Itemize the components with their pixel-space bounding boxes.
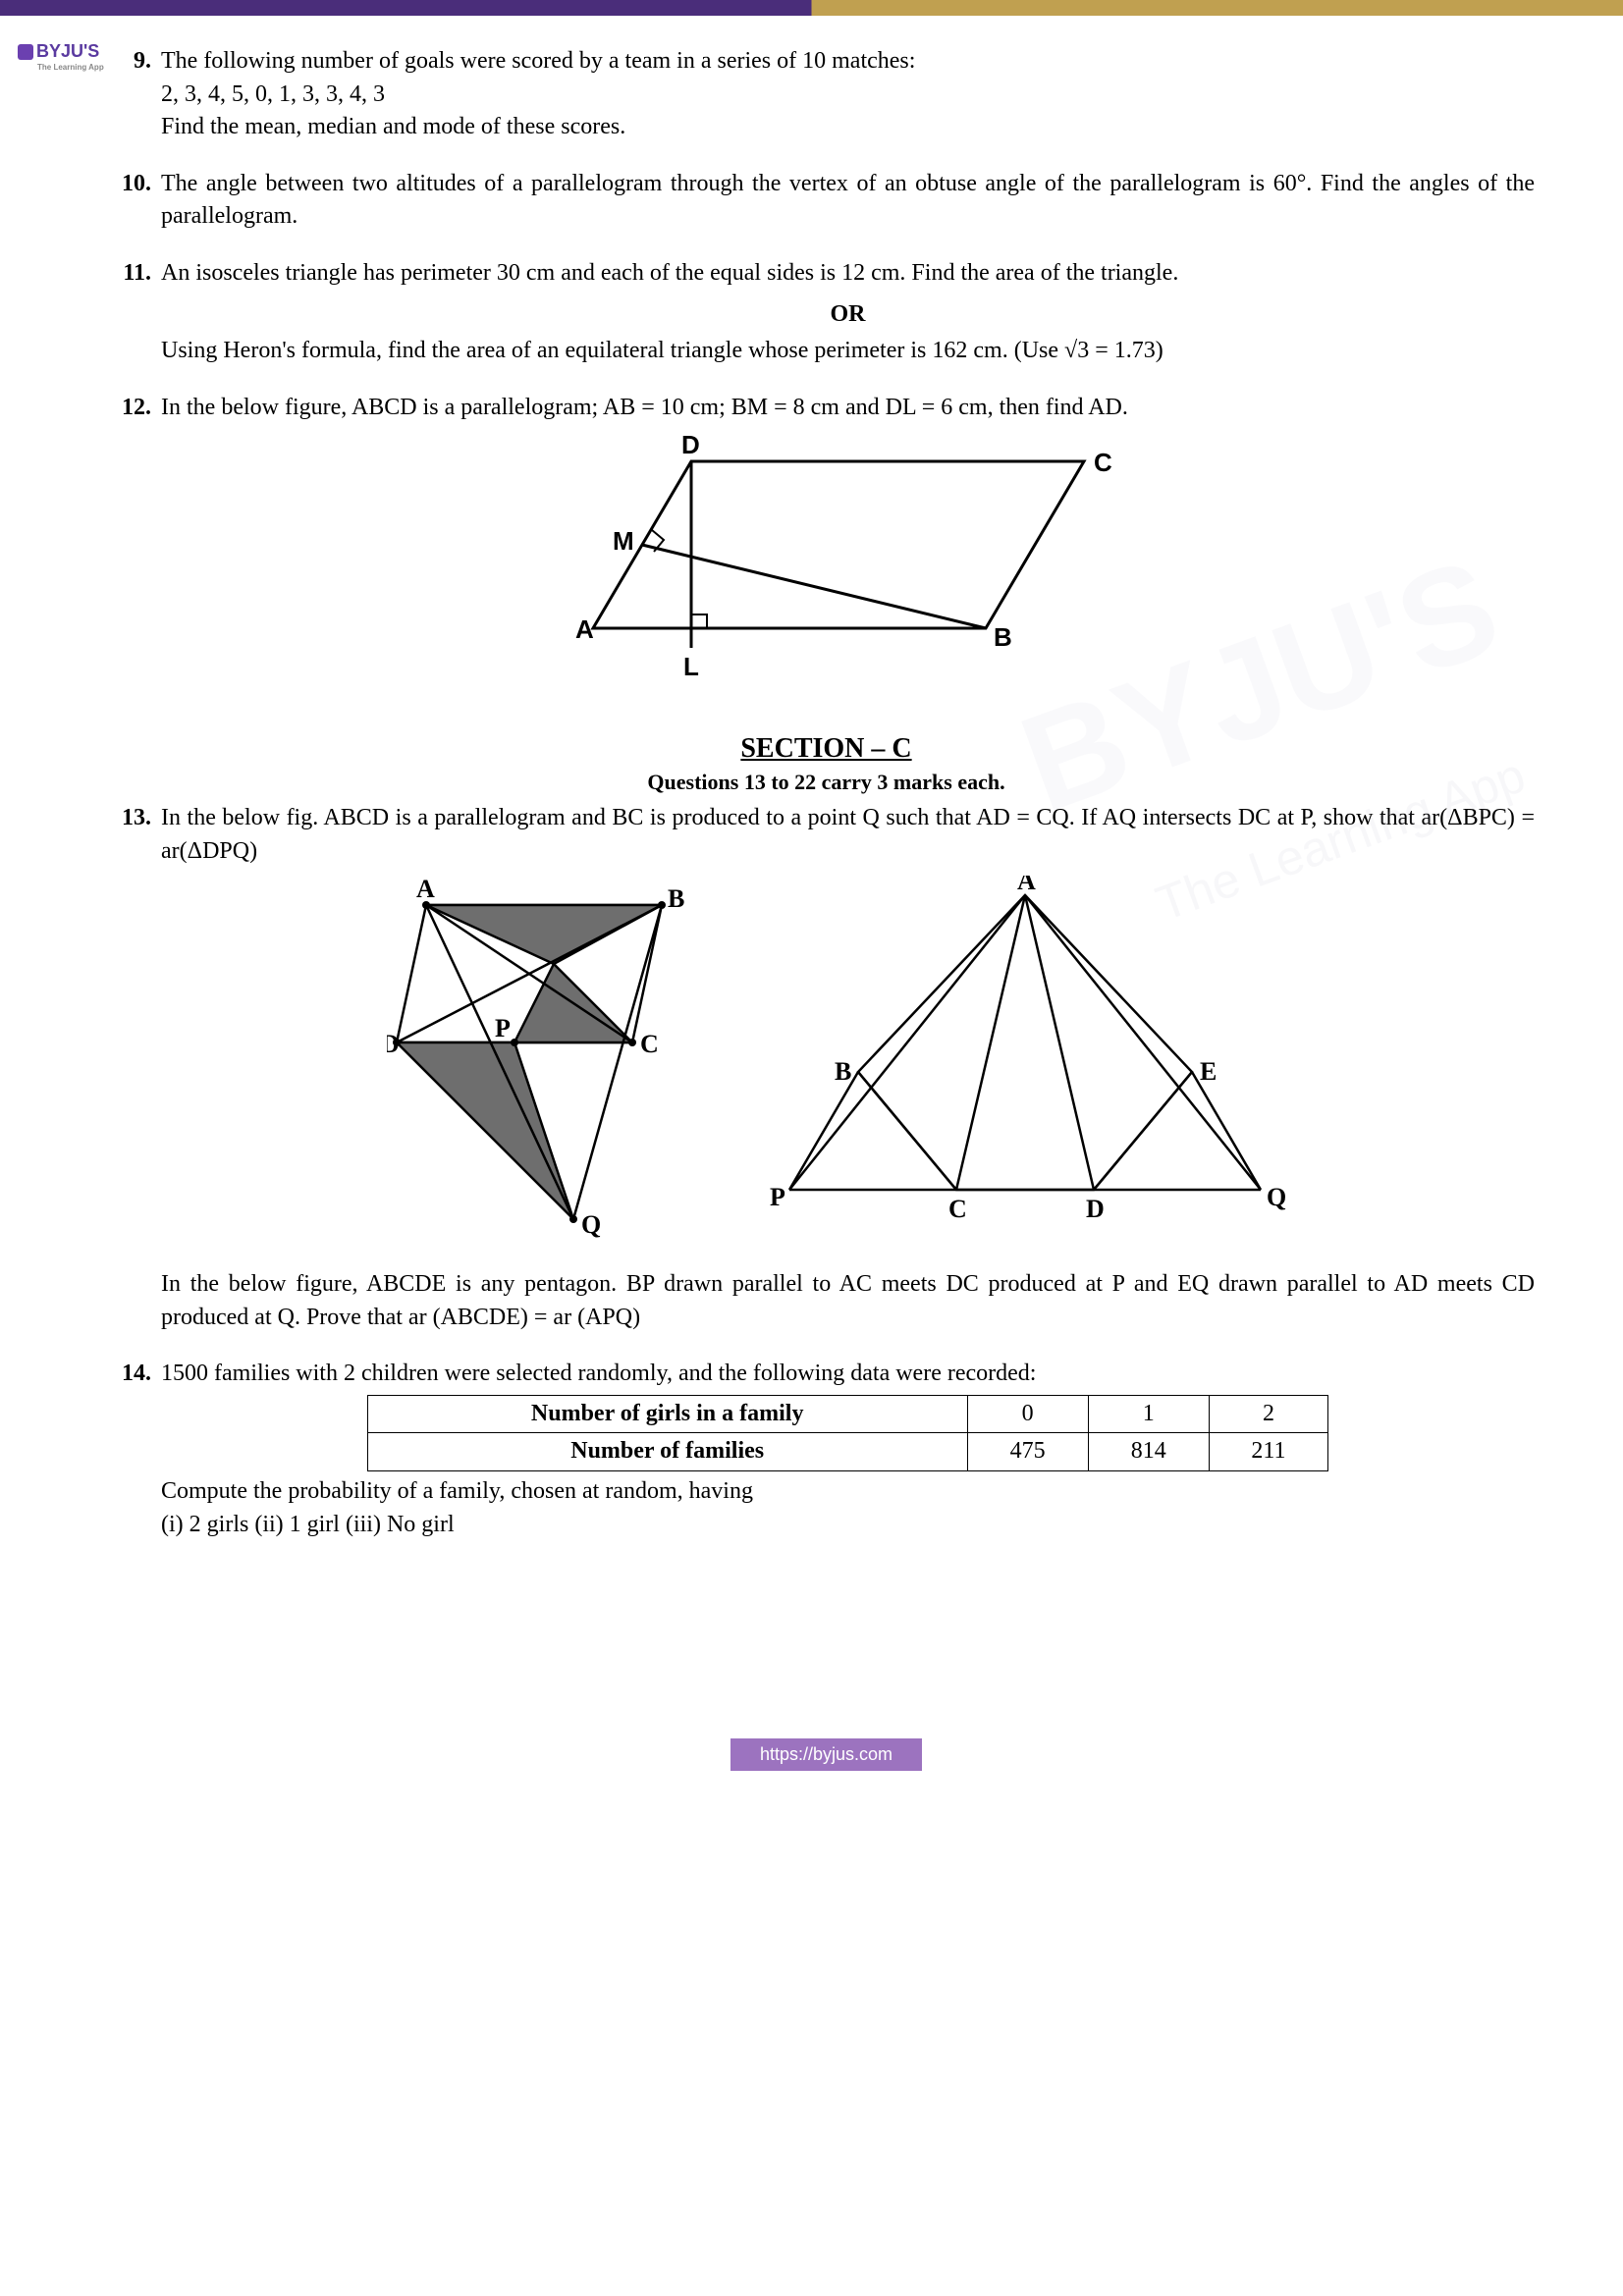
section-subtitle: Questions 13 to 22 carry 3 marks each. [118,768,1535,798]
q14-line3: (i) 2 girls (ii) 1 girl (iii) No girl [161,1509,1535,1542]
top-accent-bar [0,0,1623,16]
cell: 2 [1209,1395,1327,1433]
f1-C: C [640,1030,659,1058]
cell: 0 [967,1395,1088,1433]
f1-B: B [668,884,684,913]
q9-line1: The following number of goals were score… [161,45,1535,79]
q13-text2: In the below figure, ABCDE is any pentag… [161,1268,1535,1334]
question-number: 9. [118,45,161,144]
q9-line3: Find the mean, median and mode of these … [161,111,1535,144]
table-row: Number of families 475 814 211 [367,1433,1327,1471]
q13-figure1-svg: A B C D P Q [387,876,701,1249]
q13-text: In the below fig. ABCD is a parallelogra… [161,802,1535,868]
q13-figure2-svg: A B E P C D Q [760,876,1310,1229]
question-body: In the below fig. ABCD is a parallelogra… [161,802,1535,1334]
f2-C: C [948,1195,967,1223]
label-L: L [683,652,699,681]
label-A: A [575,614,594,644]
question-number: 10. [118,168,161,234]
q11-or: OR [161,298,1535,332]
label-B: B [994,622,1012,652]
q11-alt: Using Heron's formula, find the area of … [161,335,1535,368]
row2-header: Number of families [367,1433,967,1471]
f2-D: D [1086,1195,1105,1223]
question-number: 11. [118,257,161,368]
q14-table: Number of girls in a family 0 1 2 Number… [367,1395,1328,1471]
question-number: 14. [118,1358,161,1541]
q14-text: 1500 families with 2 children were selec… [161,1358,1535,1391]
cell: 814 [1088,1433,1209,1471]
logo-subtext: The Learning App [37,62,104,73]
q11-main: An isosceles triangle has perimeter 30 c… [161,257,1535,291]
cell: 1 [1088,1395,1209,1433]
f2-B: B [835,1057,851,1086]
byjus-logo: BYJU'S The Learning App [18,39,104,73]
section-title: SECTION – C [118,729,1535,768]
f2-A: A [1017,876,1036,895]
f1-D: D [387,1030,400,1058]
cell: 475 [967,1433,1088,1471]
footer-url: https://byjus.com [730,1738,922,1771]
q14-line2: Compute the probability of a family, cho… [161,1475,1535,1509]
label-D: D [681,432,700,459]
table-row: Number of girls in a family 0 1 2 [367,1395,1327,1433]
question-number: 13. [118,802,161,1334]
cell: 211 [1209,1433,1327,1471]
row1-header: Number of girls in a family [367,1395,967,1433]
question-number: 12. [118,392,161,706]
f2-Q: Q [1267,1183,1286,1211]
q9-line2: 2, 3, 4, 5, 0, 1, 3, 3, 4, 3 [161,79,1535,112]
question-body: In the below figure, ABCD is a parallelo… [161,392,1535,706]
section-c-header: SECTION – C Questions 13 to 22 carry 3 m… [118,729,1535,798]
label-C: C [1094,448,1112,477]
label-M: M [613,526,634,556]
question-12: 12. In the below figure, ABCD is a paral… [118,392,1535,706]
f2-P: P [770,1183,785,1211]
f1-A: A [416,876,435,903]
page-content: 9. The following number of goals were sc… [0,16,1623,1830]
question-body: The following number of goals were score… [161,45,1535,144]
logo-icon [18,44,33,60]
question-body: The angle between two altitudes of a par… [161,168,1535,234]
f2-E: E [1200,1057,1217,1086]
q13-figures: A B C D P Q [161,876,1535,1249]
f1-Q: Q [581,1210,601,1239]
q12-parallelogram-svg: A B C D M L [534,432,1163,687]
question-body: 1500 families with 2 children were selec… [161,1358,1535,1541]
f1-P: P [495,1014,511,1042]
question-13: 13. In the below fig. ABCD is a parallel… [118,802,1535,1334]
question-10: 10. The angle between two altitudes of a… [118,168,1535,234]
question-14: 14. 1500 families with 2 children were s… [118,1358,1535,1541]
q12-text: In the below figure, ABCD is a parallelo… [161,392,1535,425]
question-11: 11. An isosceles triangle has perimeter … [118,257,1535,368]
logo-text: BYJU'S [36,41,99,61]
q12-figure: A B C D M L [161,432,1535,698]
question-9: 9. The following number of goals were sc… [118,45,1535,144]
question-body: An isosceles triangle has perimeter 30 c… [161,257,1535,368]
page-footer: https://byjus.com [118,1737,1535,1771]
